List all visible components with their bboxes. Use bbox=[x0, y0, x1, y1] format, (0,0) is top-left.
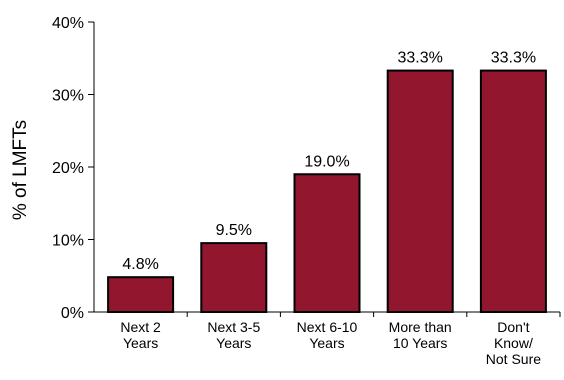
category-label: Don't Know/Not Sure bbox=[486, 319, 541, 367]
y-tick-label: 30% bbox=[52, 88, 84, 105]
bar-value-label: 33.3% bbox=[491, 50, 536, 67]
bar bbox=[386, 69, 454, 313]
category-label-line: 10 Years bbox=[393, 335, 448, 351]
bar-value-label: 19.0% bbox=[304, 153, 349, 170]
category-label-line: Years bbox=[309, 335, 344, 351]
bar-value-label: 4.8% bbox=[122, 256, 158, 273]
category-label: Next 6-10 Years bbox=[297, 319, 358, 351]
category-label-line: Next 6-10 bbox=[297, 319, 358, 335]
bar bbox=[479, 69, 547, 313]
y-tick-label: 0% bbox=[61, 305, 84, 322]
y-tick-label: 10% bbox=[52, 233, 84, 250]
category-label-line: Years bbox=[216, 335, 251, 351]
category-label: Next 2 Years bbox=[120, 319, 161, 351]
bar-value-label: 9.5% bbox=[216, 222, 252, 239]
category-label-line: More than bbox=[389, 319, 452, 335]
category-label: More than 10 Years bbox=[389, 319, 452, 351]
y-tick-label: 40% bbox=[52, 15, 84, 32]
category-label-line: Don't bbox=[497, 319, 529, 335]
y-axis-title: % of LMFTs bbox=[10, 120, 31, 220]
category-label-line: Not Sure bbox=[486, 351, 541, 367]
y-tick-label: 20% bbox=[52, 160, 84, 177]
category-label-line: Years bbox=[123, 335, 158, 351]
bar-value-label: 33.3% bbox=[398, 50, 443, 67]
category-label-line: Know/ bbox=[494, 335, 533, 351]
bar bbox=[107, 276, 175, 314]
category-label-line: Next 3-5 bbox=[207, 319, 260, 335]
category-label: Next 3-5 Years bbox=[207, 319, 260, 351]
category-label-line: Next 2 bbox=[120, 319, 161, 335]
bar bbox=[293, 173, 361, 313]
bars bbox=[107, 69, 547, 314]
bar bbox=[200, 242, 268, 313]
